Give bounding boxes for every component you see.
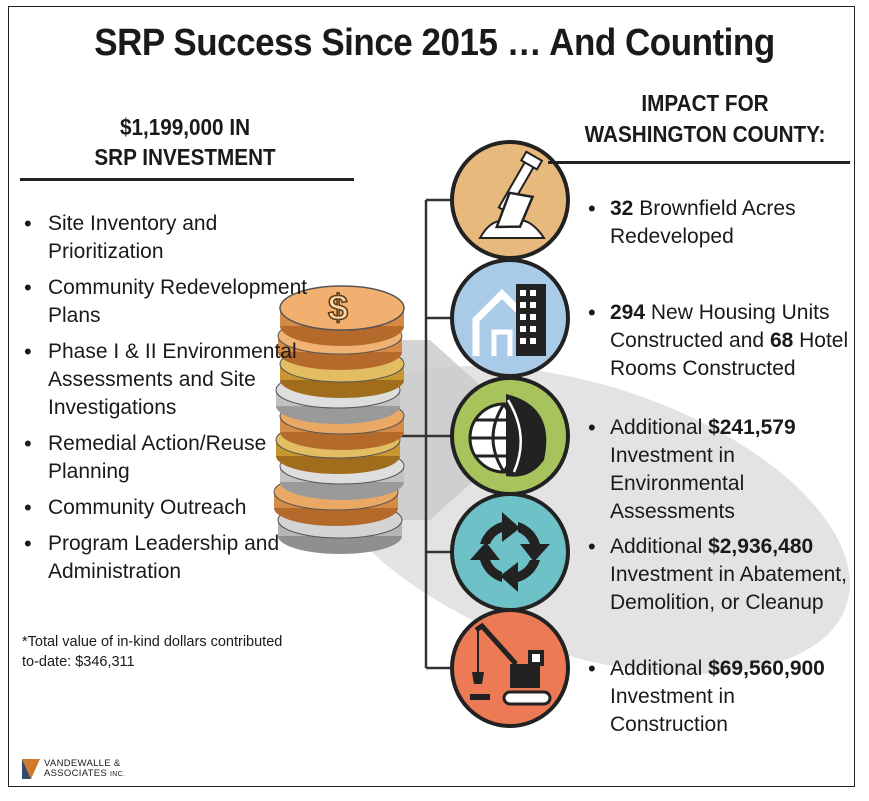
globe-leaf-icon — [450, 376, 570, 496]
impact-header-line1: IMPACT FOR — [641, 90, 769, 116]
impact-housing: • 294 New Housing Units Constructed and … — [588, 300, 849, 380]
vandewalle-logo: VANDEWALLE & ASSOCIATES INC. — [22, 757, 142, 787]
shovel-icon — [450, 140, 570, 260]
bullet-icon: • — [24, 275, 32, 300]
coin-top: $ — [279, 285, 405, 346]
bullet-icon: • — [24, 339, 32, 364]
in-kind-note: *Total value of in-kind dollars contribu… — [22, 634, 283, 670]
infographic-frame — [8, 6, 855, 787]
list-item: • Program Leadership and Administration — [24, 531, 280, 583]
list-item: • Community Outreach — [24, 495, 247, 520]
bullet-icon: • — [24, 495, 32, 520]
dollar-sign-icon: $ — [328, 287, 348, 328]
recycle-arrows-icon — [450, 492, 570, 612]
impact-environmental: • Additional $241,579 Investment in Envi… — [588, 415, 796, 523]
impact-construction: • Additional $69,560,900 Investment in C… — [588, 656, 825, 736]
list-item: • Phase I & II Environmental Assessments … — [24, 339, 297, 419]
excavator-icon — [450, 608, 570, 728]
page-title: SRP Success Since 2015 … And Counting — [94, 22, 775, 64]
bullet-icon: • — [24, 531, 32, 556]
list-item: • Community Redevelopment Plans — [24, 275, 308, 327]
bullet-icon: • — [24, 211, 32, 236]
bullet-icon: • — [588, 300, 596, 325]
list-item: • Site Inventory and Prioritization — [24, 211, 218, 263]
investment-header: $1,199,000 IN SRP INVESTMENT — [37, 112, 334, 172]
connector-bracket — [400, 198, 452, 670]
bullet-icon: • — [588, 656, 596, 681]
list-item: • Remedial Action/Reuse Planning — [24, 431, 267, 483]
investment-divider — [20, 178, 354, 181]
impact-divider — [548, 161, 850, 164]
logo-mark-icon — [22, 759, 40, 779]
coin-stack-icon: $ — [273, 285, 405, 554]
bullet-icon: • — [588, 196, 596, 221]
housing-icon — [450, 258, 570, 378]
impact-abatement: • Additional $2,936,480 Investment in Ab… — [588, 534, 847, 614]
investment-header-line2: SRP INVESTMENT — [94, 144, 276, 170]
services-list: • Site Inventory and Prioritization • Com… — [22, 210, 322, 594]
bullet-icon: • — [588, 415, 596, 440]
impact-header: IMPACT FOR WASHINGTON COUNTY: — [575, 88, 836, 150]
bullet-icon: • — [588, 534, 596, 559]
bullet-icon: • — [24, 431, 32, 456]
impact-acres: • 32 Brownfield Acres Redeveloped — [588, 196, 796, 248]
investment-header-line1: $1,199,000 IN — [119, 114, 251, 140]
impact-header-line2: WASHINGTON COUNTY: — [584, 121, 826, 147]
